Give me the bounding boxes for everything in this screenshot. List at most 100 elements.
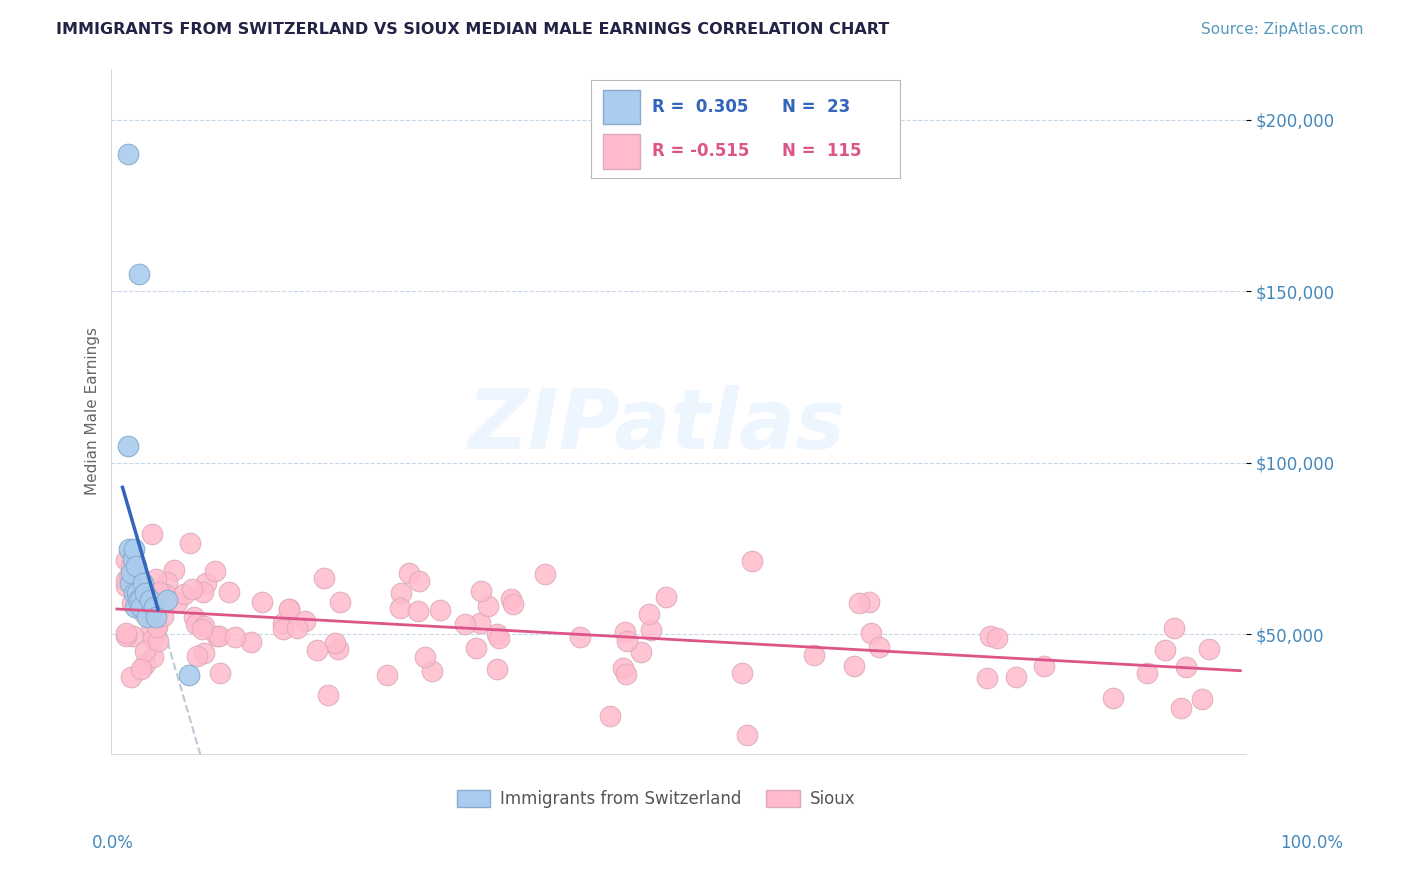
Point — [979, 629, 1001, 643]
Point — [179, 536, 201, 550]
Text: N =  115: N = 115 — [782, 143, 862, 161]
Point — [138, 609, 160, 624]
Point — [124, 599, 146, 614]
Point — [1191, 692, 1213, 706]
Point — [117, 147, 139, 161]
Point — [146, 618, 169, 632]
Point — [205, 629, 228, 643]
Point — [128, 582, 150, 597]
Point — [118, 541, 141, 556]
Point — [287, 620, 309, 634]
Point — [208, 629, 231, 643]
Point — [413, 650, 436, 665]
Point — [142, 632, 165, 647]
Point — [120, 575, 142, 590]
Point — [136, 610, 159, 624]
Point — [186, 649, 208, 664]
Point — [860, 626, 883, 640]
Point — [115, 573, 138, 587]
Point — [488, 631, 510, 645]
Point — [408, 604, 430, 618]
Point — [323, 636, 346, 650]
Point — [121, 561, 143, 575]
Point — [139, 624, 162, 638]
Point — [122, 541, 145, 556]
Y-axis label: Median Male Earnings: Median Male Earnings — [86, 327, 100, 495]
Point — [1153, 643, 1175, 657]
Point — [134, 643, 156, 657]
Point — [181, 582, 204, 596]
Point — [153, 587, 176, 601]
Point — [209, 666, 232, 681]
Point — [127, 593, 149, 607]
Text: ZIPatlas: ZIPatlas — [467, 384, 845, 466]
Text: IMMIGRANTS FROM SWITZERLAND VS SIOUX MEDIAN MALE EARNINGS CORRELATION CHART: IMMIGRANTS FROM SWITZERLAND VS SIOUX MED… — [56, 22, 890, 37]
Point — [115, 579, 138, 593]
Point — [614, 667, 637, 681]
Point — [842, 659, 865, 673]
Point — [117, 439, 139, 453]
Point — [163, 563, 186, 577]
Point — [741, 554, 763, 568]
Point — [194, 575, 217, 590]
Point — [278, 602, 301, 616]
Point — [139, 593, 162, 607]
Point — [134, 586, 156, 600]
Point — [1198, 642, 1220, 657]
Point — [250, 595, 273, 609]
Point — [326, 642, 349, 657]
FancyBboxPatch shape — [603, 90, 640, 124]
Point — [129, 593, 152, 607]
Point — [118, 569, 141, 583]
Point — [115, 553, 138, 567]
Point — [1170, 700, 1192, 714]
Point — [125, 558, 148, 573]
Point — [193, 619, 215, 633]
Point — [224, 630, 246, 644]
Point — [486, 662, 509, 676]
Point — [131, 580, 153, 594]
Legend: Immigrants from Switzerland, Sioux: Immigrants from Switzerland, Sioux — [450, 783, 862, 814]
Point — [1136, 665, 1159, 680]
Point — [502, 597, 524, 611]
Point — [173, 587, 195, 601]
Point — [271, 615, 294, 630]
Point — [1163, 621, 1185, 635]
Point — [122, 586, 145, 600]
Point — [986, 631, 1008, 645]
Point — [152, 609, 174, 624]
Point — [240, 635, 263, 649]
Point — [131, 575, 153, 590]
Point — [191, 622, 214, 636]
Point — [389, 586, 412, 600]
Point — [141, 526, 163, 541]
Point — [132, 605, 155, 619]
Point — [468, 615, 491, 630]
Point — [166, 595, 188, 609]
Point — [858, 595, 880, 609]
Point — [142, 650, 165, 665]
Point — [420, 664, 443, 678]
Point — [655, 590, 678, 604]
Point — [614, 625, 637, 640]
Point — [294, 615, 316, 629]
Point — [120, 566, 142, 580]
Point — [145, 572, 167, 586]
Point — [630, 645, 652, 659]
Point — [735, 728, 758, 742]
Point — [120, 559, 142, 574]
Point — [868, 640, 890, 654]
Point — [1102, 691, 1125, 706]
Point — [146, 620, 169, 634]
Point — [191, 585, 214, 599]
Point — [477, 599, 499, 614]
Point — [533, 566, 555, 581]
Point — [120, 670, 142, 684]
Point — [134, 657, 156, 672]
Point — [146, 633, 169, 648]
Point — [429, 603, 451, 617]
Point — [184, 617, 207, 632]
Point — [599, 708, 621, 723]
Point — [121, 596, 143, 610]
Point — [193, 646, 215, 660]
